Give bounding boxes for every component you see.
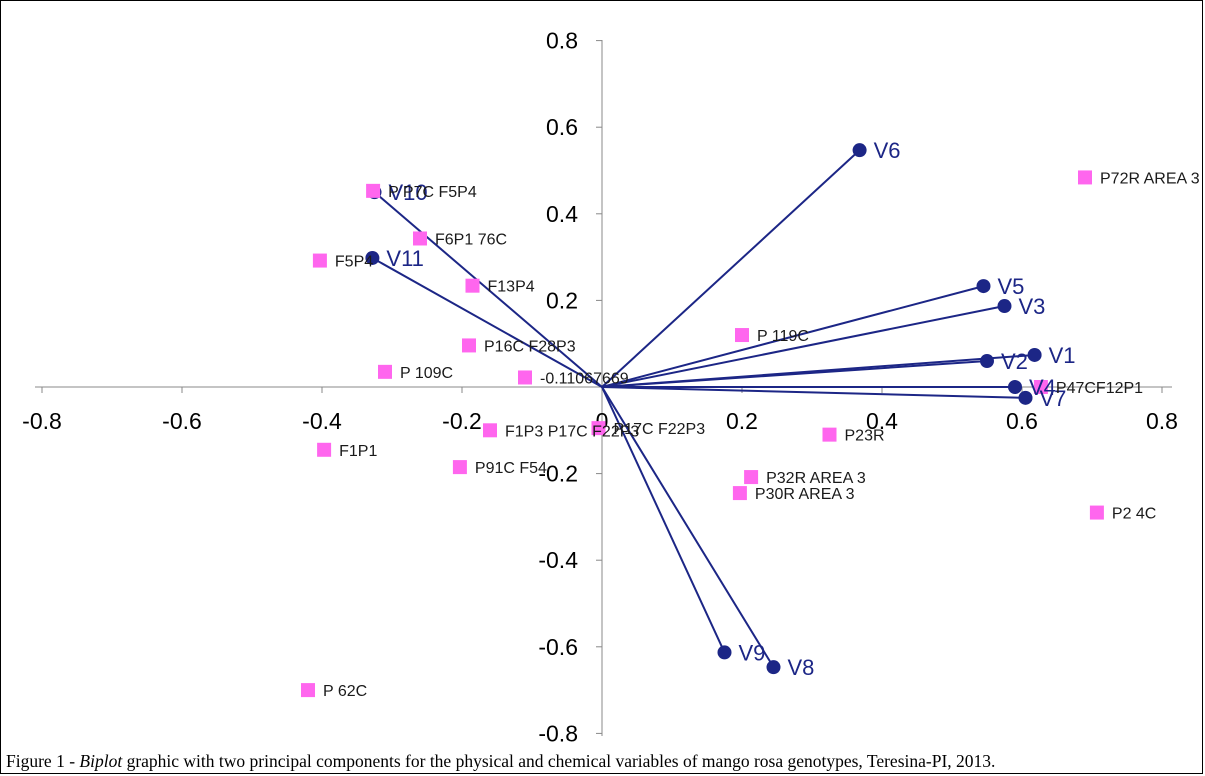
vector-v2 <box>601 360 988 388</box>
x-tick-label: -0.6 <box>162 408 202 434</box>
genotype-label: P30R AREA 3 <box>755 486 855 503</box>
vector-label-v7: V7 <box>1040 386 1067 411</box>
x-tick-label: 0.2 <box>726 408 758 434</box>
vector-point-v6 <box>852 143 867 158</box>
genotype-point <box>462 338 476 353</box>
vector-point-v5 <box>976 279 991 294</box>
genotype-label: P P7C F5P4 <box>388 184 477 201</box>
genotype-point <box>366 183 381 198</box>
genotype-point <box>732 486 747 501</box>
figure-caption: Figure 1 - Biplot graphic with two princ… <box>6 751 1201 772</box>
y-tick-label: -0.4 <box>538 547 578 573</box>
y-tick-label: 0.2 <box>546 287 578 313</box>
vector-label-v6: V6 <box>874 138 901 163</box>
genotype-point <box>452 460 467 475</box>
genotype-point <box>591 421 606 436</box>
x-tick-label: -0.2 <box>442 408 482 434</box>
vector-v8 <box>601 386 775 668</box>
vector-label-v10: V10 <box>389 180 428 205</box>
genotype-label: F6P1 76C <box>435 231 507 248</box>
labels: V1 V2 V3 V4 V5 V6 V7 V8 V9 V10 V11 P72R AREA 3 P P7C… <box>323 138 1200 700</box>
vector-point-v7 <box>1018 390 1033 405</box>
axes: -0.8 -0.6 -0.4 -0.2 0 0.2 0.4 0.6 0.80.80.60.40.… <box>22 28 1178 747</box>
vector-point-v4 <box>1008 380 1022 394</box>
genotype-point <box>317 442 332 457</box>
x-tick-label: 0.6 <box>1006 408 1038 434</box>
vector-label-v3: V3 <box>1019 294 1046 319</box>
genotype-point <box>301 683 315 698</box>
vector-point-v3 <box>997 299 1012 314</box>
caption-italic: Biplot <box>79 751 123 771</box>
genotype-label: F13P4 <box>488 279 535 296</box>
genotype-point <box>1078 170 1092 185</box>
y-tick-label: 0.4 <box>546 201 578 227</box>
variable-vectors <box>365 143 1042 675</box>
x-tick-label: 0.4 <box>866 408 898 434</box>
genotype-label: F1P3 P17C F22P3 <box>505 423 639 440</box>
vector-point-v8 <box>766 660 781 675</box>
vector-label-v2: V2 <box>1001 349 1028 374</box>
genotype-label: P32R AREA 3 <box>766 470 866 487</box>
vector-v3 <box>601 305 1005 388</box>
vector-label-v5: V5 <box>998 274 1025 299</box>
vector-point-v2 <box>980 354 994 369</box>
genotype-point <box>1033 380 1048 394</box>
vector-point-v9 <box>717 645 732 660</box>
genotype-point <box>1089 505 1104 520</box>
vector-v7 <box>601 386 1026 399</box>
y-tick-label: 0.8 <box>546 28 578 54</box>
x-tick-label: -0.4 <box>302 408 342 434</box>
genotype-point <box>413 231 427 246</box>
genotype-label: P16C F28P3 <box>484 338 576 355</box>
genotype-point <box>822 427 837 442</box>
vector-v10 <box>373 191 603 388</box>
genotype-point <box>735 328 749 343</box>
genotype-label: P91C F54 <box>475 460 547 477</box>
vector-label-v4: V4 <box>1029 375 1056 400</box>
y-tick-label: 0.6 <box>546 114 578 140</box>
genotype-points <box>301 170 1104 698</box>
genotype-label: P 109C <box>400 365 453 382</box>
vector-v6 <box>601 149 861 388</box>
vector-label-v9: V9 <box>739 640 766 665</box>
x-tick-label: 0.8 <box>1146 408 1178 434</box>
x-tick-label: -0.8 <box>22 408 62 434</box>
vector-v11 <box>371 257 603 388</box>
genotype-label: P23R <box>845 428 885 445</box>
genotype-label: -0.11067669 <box>540 370 629 387</box>
caption-prefix: Figure 1 - <box>6 751 80 771</box>
genotype-point <box>744 470 759 485</box>
vector-label-v8: V8 <box>788 655 815 680</box>
genotype-point <box>483 423 497 438</box>
genotype-label: P72R AREA 3 <box>1100 170 1200 187</box>
genotype-point <box>378 364 392 379</box>
genotype-label: F1P1 <box>339 443 377 460</box>
vector-point-v1 <box>1027 347 1042 362</box>
genotype-point <box>465 278 480 293</box>
y-tick-label: -0.2 <box>538 461 578 487</box>
genotype-label: P2 4C <box>1112 506 1156 523</box>
vector-v5 <box>601 285 984 388</box>
genotype-label: P47CF12P1 <box>1056 380 1143 397</box>
vector-label-v1: V1 <box>1049 343 1076 368</box>
genotype-point <box>518 370 532 385</box>
genotype-label: F5P4 <box>335 254 373 271</box>
genotype-label: P 62C <box>323 683 367 700</box>
biplot-chart: -0.8 -0.6 -0.4 -0.2 0 0.2 0.4 0.6 0.80.80.60.40.… <box>22 28 1200 747</box>
genotype-label: P 119C <box>757 328 809 345</box>
y-tick-label: -0.6 <box>538 634 578 660</box>
genotype-point <box>312 253 327 268</box>
vector-label-v11: V11 <box>386 246 424 271</box>
y-tick-label: -0.8 <box>538 720 578 746</box>
vector-point-v11 <box>365 250 380 265</box>
vector-v9 <box>601 386 726 653</box>
caption-rest: graphic with two principal components fo… <box>122 751 996 771</box>
genotype-label: P17C F22P3 <box>614 421 706 438</box>
